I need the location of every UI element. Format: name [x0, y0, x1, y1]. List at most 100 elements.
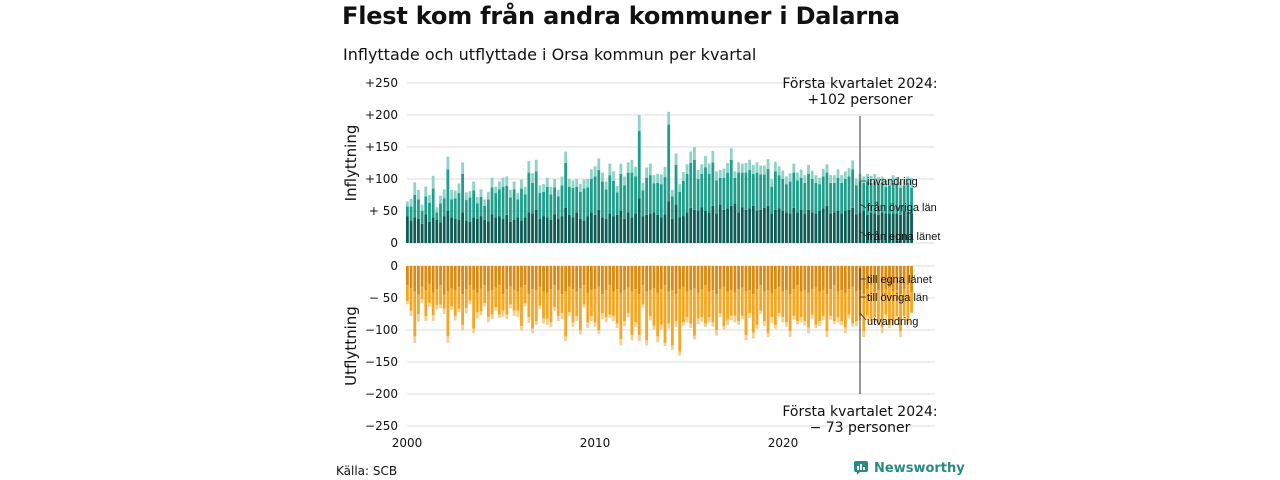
bar-in-segment: [424, 186, 428, 197]
bar-out-segment: [626, 313, 630, 318]
bar-in-segment: [814, 213, 818, 243]
bar-out-segment: [854, 266, 858, 292]
bar-out-segment: [468, 266, 472, 286]
bar-in-segment: [652, 175, 656, 184]
label-invandring: invandring: [867, 176, 918, 188]
label-till-ovriga-lan: till övriga län: [867, 292, 928, 304]
bar-in-segment: [498, 181, 501, 190]
y-tick-top: +250: [365, 76, 398, 90]
bar-out-segment: [601, 266, 604, 295]
bar-in-segment: [505, 214, 509, 243]
bar-in-segment: [854, 185, 858, 215]
bar-in-segment: [604, 218, 608, 243]
bar-in-segment: [498, 189, 501, 217]
bar-out-segment: [851, 266, 855, 287]
bar-in-segment: [663, 166, 667, 178]
bar-in-segment: [740, 163, 744, 173]
bar-out-segment: [615, 323, 619, 329]
bar-out-segment: [564, 336, 568, 341]
bar-in-segment: [744, 163, 748, 173]
bar-out-segment: [840, 290, 844, 322]
bar-in-segment: [792, 207, 796, 243]
bar-out-segment: [770, 317, 774, 323]
bar-out-segment: [910, 266, 913, 292]
bar-out-segment: [700, 289, 704, 318]
bar-out-segment: [906, 285, 910, 322]
bar-in-segment: [637, 115, 641, 131]
bar-in-segment: [472, 181, 476, 191]
bar-out-segment: [777, 313, 781, 317]
bar-in-segment: [895, 177, 899, 185]
bar-out-segment: [461, 294, 464, 325]
bar-out-segment: [446, 291, 450, 337]
bar-out-segment: [670, 345, 674, 350]
bar-out-segment: [542, 291, 545, 319]
bar-in-segment: [718, 204, 722, 243]
bar-out-segment: [567, 286, 571, 313]
bar-in-segment: [498, 216, 501, 243]
bar-in-segment: [549, 186, 553, 195]
bar-in-segment: [733, 203, 737, 243]
bar-out-segment: [406, 285, 409, 302]
bar-in-segment: [847, 176, 851, 210]
bar-in-segment: [560, 216, 564, 243]
bar-in-segment: [711, 205, 715, 243]
bar-in-segment: [733, 171, 737, 178]
bar-out-segment: [641, 285, 645, 305]
bar-out-segment: [516, 310, 520, 318]
inflow-bars: [406, 111, 913, 243]
bar-in-segment: [472, 217, 476, 243]
y-axis-label-bottom: Utflyttning: [342, 306, 360, 386]
bar-in-segment: [902, 185, 906, 211]
bar-in-segment: [578, 218, 582, 243]
bar-out-segment: [608, 266, 612, 286]
y-tick-top: +150: [365, 140, 398, 154]
bar-in-segment: [501, 186, 505, 219]
bar-out-segment: [453, 290, 457, 316]
bar-in-segment: [512, 189, 516, 220]
bar-out-segment: [869, 321, 873, 325]
bar-out-segment: [553, 285, 556, 307]
bar-out-segment: [417, 266, 420, 295]
bar-out-segment: [457, 308, 461, 313]
bar-in-segment: [641, 190, 645, 217]
bar-out-segment: [818, 266, 821, 292]
bar-in-segment: [656, 182, 660, 215]
bar-in-segment: [431, 188, 435, 218]
bar-out-segment: [435, 305, 439, 310]
newsworthy-logo-icon: [854, 461, 868, 475]
bar-in-segment: [428, 202, 431, 222]
bar-in-segment: [744, 209, 748, 243]
bar-out-segment: [571, 266, 575, 290]
bar-out-segment: [814, 266, 818, 288]
bar-out-segment: [630, 291, 634, 336]
bar-out-segment: [428, 303, 431, 307]
bar-out-segment: [678, 266, 682, 290]
brand-logo: Newsworthy: [853, 460, 965, 476]
bar-in-segment: [899, 214, 902, 243]
bar-out-segment: [766, 266, 770, 291]
bar-out-segment: [648, 266, 652, 291]
bar-in-segment: [877, 177, 880, 185]
bar-out-segment: [483, 303, 487, 307]
label-fran-egna-lanet: från egna länet: [867, 231, 940, 243]
bar-in-segment: [880, 212, 884, 243]
bar-out-segment: [796, 266, 799, 286]
bar-out-segment: [593, 289, 597, 323]
source-note: Källa: SCB: [336, 464, 398, 478]
y-tick-top: + 50: [369, 204, 398, 218]
bar-out-segment: [722, 266, 726, 287]
bar-in-segment: [442, 216, 446, 243]
bar-in-segment: [906, 212, 910, 243]
bar-out-segment: [792, 315, 796, 320]
bar-out-segment: [755, 324, 759, 329]
bar-in-segment: [453, 218, 457, 243]
bar-in-segment: [781, 179, 785, 211]
bar-in-segment: [777, 166, 781, 176]
bar-out-segment: [494, 287, 498, 307]
bar-out-segment: [413, 291, 417, 337]
bar-in-segment: [417, 218, 420, 243]
bar-out-segment: [840, 266, 844, 291]
bar-in-segment: [799, 177, 803, 210]
